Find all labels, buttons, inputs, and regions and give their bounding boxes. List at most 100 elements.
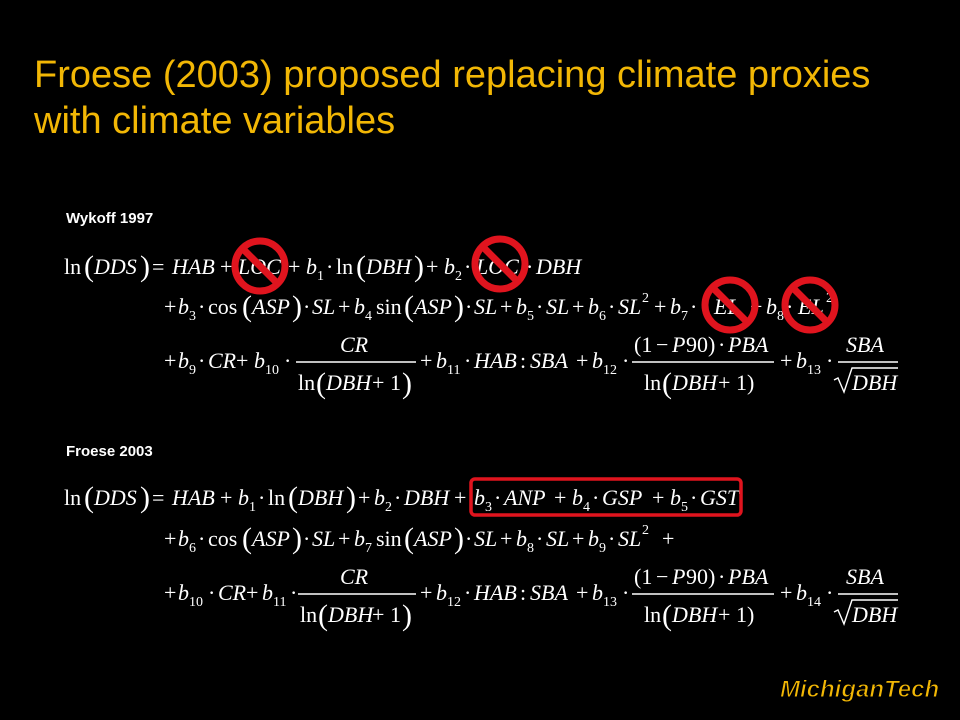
svg-text:−: − xyxy=(656,332,668,357)
svg-text:·: · xyxy=(198,526,205,551)
froese-equation: ln ( DDS ) = HAB + b 1 · ln ( DBH ) + b … xyxy=(64,481,898,632)
svg-text:·: · xyxy=(464,580,471,605)
svg-text:4: 4 xyxy=(365,309,372,324)
svg-text:·: · xyxy=(622,580,629,605)
svg-text:b: b xyxy=(796,580,807,605)
svg-text:1: 1 xyxy=(390,602,401,627)
svg-text:ln: ln xyxy=(336,254,353,279)
svg-text:1: 1 xyxy=(249,500,256,515)
svg-text:SBA: SBA xyxy=(530,580,568,605)
svg-text:9: 9 xyxy=(189,363,196,378)
svg-text:CR: CR xyxy=(340,564,369,589)
svg-text:b: b xyxy=(354,294,365,319)
wykoff-label: Wykoff 1997 xyxy=(66,210,154,227)
svg-text:(: ( xyxy=(318,599,328,632)
svg-text:b: b xyxy=(766,294,777,319)
svg-text:SL: SL xyxy=(546,294,569,319)
svg-text:(: ( xyxy=(288,481,298,514)
svg-text:PBA: PBA xyxy=(727,332,769,357)
svg-text:·: · xyxy=(592,485,599,510)
svg-text:=: = xyxy=(152,254,164,279)
svg-text:): ) xyxy=(292,522,302,555)
svg-text:7: 7 xyxy=(681,309,688,324)
svg-text:SBA: SBA xyxy=(846,332,884,357)
michigan-tech-logo: MichiganTech xyxy=(780,676,940,704)
svg-text:b: b xyxy=(436,348,447,373)
svg-text:b: b xyxy=(178,580,189,605)
prohibition-sign-1 xyxy=(231,237,289,295)
svg-text:·: · xyxy=(536,526,543,551)
svg-text:CR: CR xyxy=(208,348,237,373)
svg-text:DDS: DDS xyxy=(93,485,137,510)
svg-text:): ) xyxy=(402,599,412,632)
svg-text:DBH: DBH xyxy=(365,254,412,279)
slide-title: Froese (2003) proposed replacing climate… xyxy=(34,54,871,142)
svg-text:sin: sin xyxy=(376,294,402,319)
svg-text:ln: ln xyxy=(64,254,81,279)
svg-text:13: 13 xyxy=(603,595,617,610)
svg-text:·: · xyxy=(826,580,833,605)
svg-text:2: 2 xyxy=(642,523,649,538)
svg-text:14: 14 xyxy=(807,595,821,610)
svg-text:+: + xyxy=(780,580,792,605)
svg-text:b: b xyxy=(306,254,317,279)
svg-text:): ) xyxy=(292,290,302,323)
svg-text:+: + xyxy=(654,294,666,319)
svg-text:): ) xyxy=(140,481,150,514)
svg-text:b: b xyxy=(254,348,265,373)
svg-text:·: · xyxy=(826,348,833,373)
svg-text:DDS: DDS xyxy=(93,254,137,279)
svg-text:+: + xyxy=(164,348,176,373)
prohibition-sign-2 xyxy=(471,235,529,293)
svg-text:10: 10 xyxy=(189,595,203,610)
svg-text:·: · xyxy=(326,254,333,279)
svg-text:sin: sin xyxy=(376,526,402,551)
svg-text:ANP: ANP xyxy=(502,485,546,510)
svg-text:b: b xyxy=(178,526,189,551)
svg-text:·: · xyxy=(198,294,205,319)
svg-text:b: b xyxy=(572,485,583,510)
svg-text:·: · xyxy=(465,526,472,551)
svg-text:DBH: DBH xyxy=(851,370,898,395)
climate-variables-highlight-box xyxy=(469,477,743,517)
svg-text:+: + xyxy=(500,294,512,319)
svg-text:5: 5 xyxy=(681,500,688,515)
svg-text:DBH: DBH xyxy=(325,370,372,395)
prohibition-sign-3 xyxy=(701,276,759,334)
svg-text:SL: SL xyxy=(618,526,641,551)
svg-text:12: 12 xyxy=(447,595,461,610)
svg-text:·: · xyxy=(690,294,697,319)
svg-text:·: · xyxy=(284,348,291,373)
svg-text:·: · xyxy=(608,294,615,319)
svg-text:7: 7 xyxy=(365,541,372,556)
svg-text:ln: ln xyxy=(644,602,661,627)
svg-text:b: b xyxy=(516,526,527,551)
svg-text:SL: SL xyxy=(474,294,497,319)
svg-text:): ) xyxy=(454,522,464,555)
svg-text:ASP: ASP xyxy=(250,526,290,551)
svg-text:2: 2 xyxy=(385,500,392,515)
svg-text:10: 10 xyxy=(265,363,279,378)
svg-text:HAB: HAB xyxy=(473,580,517,605)
svg-text:·: · xyxy=(622,348,629,373)
svg-text:DBH: DBH xyxy=(403,485,450,510)
svg-text:HAB: HAB xyxy=(473,348,517,373)
svg-text:2: 2 xyxy=(826,291,833,306)
svg-text:+: + xyxy=(426,254,438,279)
wykoff-equation: ln ( DDS ) = HAB + LOC + b 1 · ln ( DBH … xyxy=(64,250,898,400)
svg-text:(: ( xyxy=(662,599,672,632)
svg-text:b: b xyxy=(374,485,385,510)
svg-text:1: 1 xyxy=(317,269,324,284)
svg-text:+: + xyxy=(420,348,432,373)
svg-text:): ) xyxy=(454,290,464,323)
svg-text:3: 3 xyxy=(189,309,196,324)
svg-text:12: 12 xyxy=(603,363,617,378)
svg-text:+: + xyxy=(572,526,584,551)
svg-text:SBA: SBA xyxy=(846,564,884,589)
svg-text:b: b xyxy=(588,526,599,551)
svg-text:+: + xyxy=(718,602,730,627)
svg-text:−: − xyxy=(656,564,668,589)
svg-text:P: P xyxy=(671,564,685,589)
svg-text:+: + xyxy=(576,348,588,373)
svg-text:11: 11 xyxy=(447,363,460,378)
